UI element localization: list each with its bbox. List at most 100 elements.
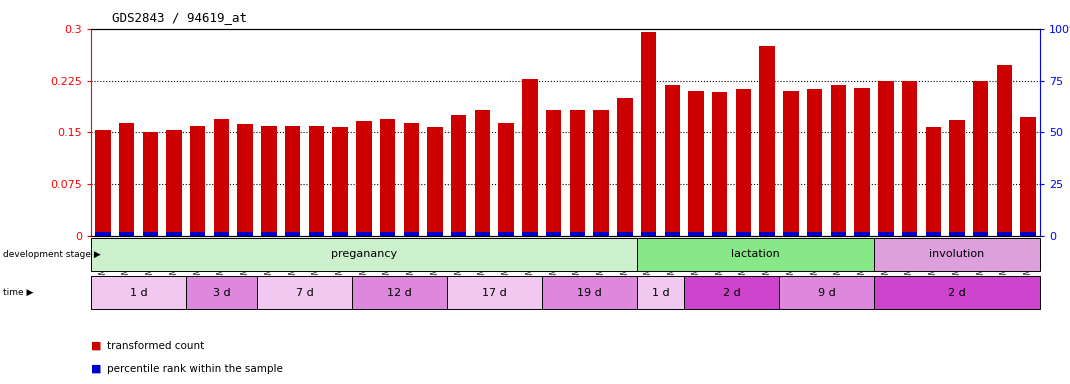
Text: 3 d: 3 d [213, 288, 230, 298]
Bar [285, 126, 301, 236]
Bar [214, 119, 229, 236]
Bar [641, 32, 656, 236]
Bar [926, 127, 941, 236]
Bar [874, 238, 1040, 271]
Bar [452, 232, 467, 236]
Bar [973, 232, 989, 236]
Bar [830, 86, 846, 236]
Text: ■: ■ [91, 341, 102, 351]
Bar [779, 276, 874, 309]
Bar [356, 121, 371, 236]
Bar [664, 86, 679, 236]
Text: involution: involution [930, 249, 984, 260]
Text: 2 d: 2 d [722, 288, 740, 298]
Text: transformed count: transformed count [107, 341, 204, 351]
Bar [522, 79, 537, 236]
Bar [878, 232, 893, 236]
Text: 7 d: 7 d [295, 288, 314, 298]
Bar [637, 238, 874, 271]
Bar [1021, 117, 1036, 236]
Bar [308, 126, 324, 236]
Bar [736, 232, 751, 236]
Bar [760, 232, 775, 236]
Bar [91, 276, 186, 309]
Text: 12 d: 12 d [387, 288, 412, 298]
Text: 1 d: 1 d [129, 288, 148, 298]
Bar [712, 93, 728, 236]
Bar [257, 276, 352, 309]
Bar [854, 88, 870, 236]
Text: development stage ▶: development stage ▶ [3, 250, 101, 259]
Bar [712, 232, 728, 236]
Bar [166, 131, 182, 236]
Bar [641, 232, 656, 236]
Bar [352, 276, 447, 309]
Bar [142, 132, 158, 236]
Bar [119, 124, 134, 236]
Bar [475, 232, 490, 236]
Bar [878, 81, 893, 236]
Bar [902, 232, 917, 236]
Bar [186, 276, 257, 309]
Bar [617, 98, 632, 236]
Bar [261, 232, 277, 236]
Text: percentile rank within the sample: percentile rank within the sample [107, 364, 282, 374]
Bar [830, 232, 846, 236]
Bar [475, 110, 490, 236]
Text: time ▶: time ▶ [3, 288, 33, 297]
Text: ■: ■ [91, 364, 102, 374]
Bar [190, 232, 205, 236]
Bar [214, 232, 229, 236]
Bar [783, 91, 798, 236]
Text: 17 d: 17 d [482, 288, 507, 298]
Bar [403, 124, 419, 236]
Bar [190, 126, 205, 236]
Bar [1021, 232, 1036, 236]
Bar [452, 115, 467, 236]
Bar [166, 232, 182, 236]
Bar [594, 110, 609, 236]
Text: 9 d: 9 d [817, 288, 836, 298]
Bar [541, 276, 637, 309]
Bar [380, 119, 395, 236]
Text: GDS2843 / 94619_at: GDS2843 / 94619_at [112, 12, 247, 25]
Bar [380, 232, 395, 236]
Bar [333, 127, 348, 236]
Bar [119, 232, 134, 236]
Text: 1 d: 1 d [652, 288, 669, 298]
Bar [569, 110, 585, 236]
Bar [403, 232, 419, 236]
Bar [95, 232, 110, 236]
Bar [617, 232, 632, 236]
Bar [902, 81, 917, 236]
Bar [569, 232, 585, 236]
Bar [356, 232, 371, 236]
Bar [333, 232, 348, 236]
Bar [95, 131, 110, 236]
Bar [688, 91, 704, 236]
Text: preganancy: preganancy [331, 249, 397, 260]
Bar [854, 232, 870, 236]
Bar [91, 238, 637, 271]
Text: 2 d: 2 d [948, 288, 966, 298]
Bar [522, 232, 537, 236]
Bar [664, 232, 679, 236]
Bar [997, 65, 1012, 236]
Bar [427, 127, 443, 236]
Bar [949, 232, 965, 236]
Bar [973, 81, 989, 236]
Bar [261, 126, 277, 236]
Bar [427, 232, 443, 236]
Bar [546, 110, 562, 236]
Bar [926, 232, 941, 236]
Bar [684, 276, 779, 309]
Bar [238, 124, 253, 236]
Bar [142, 232, 158, 236]
Bar [997, 232, 1012, 236]
Text: 19 d: 19 d [577, 288, 601, 298]
Bar [238, 232, 253, 236]
Bar [546, 232, 562, 236]
Bar [807, 89, 823, 236]
Bar [499, 232, 514, 236]
Bar [285, 232, 301, 236]
